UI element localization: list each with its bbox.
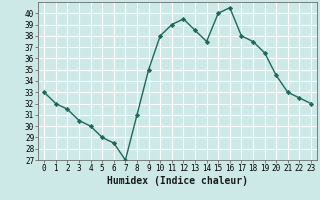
X-axis label: Humidex (Indice chaleur): Humidex (Indice chaleur) [107, 176, 248, 186]
